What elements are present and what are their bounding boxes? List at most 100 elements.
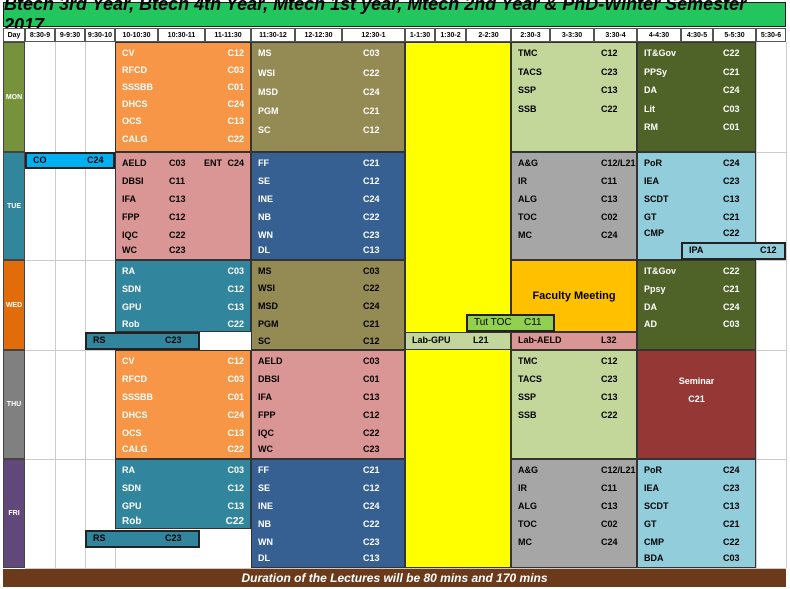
header-slot: 10-10:30 [115, 28, 158, 42]
header-slot: 9:30-10 [85, 28, 115, 42]
course-row: WN C23 [258, 537, 380, 547]
header-slot: 1:30-2 [435, 28, 466, 42]
course-row: IFA C13 [258, 392, 380, 402]
mon-block-b: MS C03 WSI C22 MSD C24 PGM C21 SC C12 [251, 42, 405, 152]
course-row: FPP C12 [258, 410, 380, 420]
course-row: SE C12 [258, 176, 380, 186]
course-row: PoR C24 [644, 158, 740, 168]
course-row: IQC C22 [122, 230, 186, 240]
fri-block-c: A&G C12/L21 IR C11 ALG C13 TOC C02 MC C24 [511, 459, 637, 568]
course-row: TMC C12 [518, 356, 618, 366]
course-row: WN C23 [258, 230, 380, 240]
course-row: SSP C13 [518, 392, 618, 402]
course-row: A&G C12/L21 [518, 465, 636, 475]
header-slot: 11-11:30 [205, 28, 251, 42]
course-row: AD C03 [644, 319, 740, 329]
course-row: IR C11 [518, 176, 618, 186]
course-row: IEA C23 [644, 483, 740, 493]
course-row: PoR C24 [644, 465, 740, 475]
course-row: ALG C13 [518, 194, 618, 204]
course-row: SDN C12 [122, 483, 244, 493]
wed-tut-toc-bar: Tut TOC C11 [466, 314, 555, 332]
course-row: DBSI C01 [258, 374, 380, 384]
course-row: IFA C13 [122, 194, 186, 204]
course-row: WSI C22 [258, 283, 380, 293]
header-slot: 2-2:30 [466, 28, 511, 42]
course-row: TACS C23 [518, 67, 618, 77]
course-row: FF C21 [258, 158, 380, 168]
course-row: ALG C13 [518, 501, 618, 511]
course-row: SE C12 [258, 483, 380, 493]
course-row: DL C13 [258, 245, 380, 255]
course-row: SSB C22 [518, 410, 618, 420]
course-row: WC C23 [258, 444, 380, 454]
lunch-break-block [405, 42, 511, 568]
footer-note: Duration of the Lectures will be 80 mins… [3, 569, 786, 587]
mon-block-a: CV C12 RFCD C03 SSSBB C01 DHCS C24 OCS C13 CA… [115, 42, 251, 152]
header-slot: 1-1:30 [405, 28, 435, 42]
header-slot: 12-12:30 [295, 28, 342, 42]
course-row: DA C24 [644, 302, 740, 312]
course-row: CV C12 [122, 356, 244, 366]
course-row: DL C13 [258, 553, 380, 563]
course-row: RFCD C03 [122, 374, 244, 384]
course-row: GT C21 [644, 519, 740, 529]
course-row: MSD C24 [258, 87, 380, 97]
course-row: PGM C21 [258, 106, 380, 116]
lab-row: Lab-AELD L32 [518, 335, 617, 345]
faculty-meeting-label: Faculty Meeting [532, 290, 616, 302]
day-label-wed: WED [3, 260, 25, 350]
lab-row: Lab-GPU L21 [412, 335, 489, 345]
course-row: IR C11 [518, 483, 618, 493]
course-row: GPU C13 [122, 302, 244, 312]
thu-seminar-block: Seminar C21 [637, 350, 756, 459]
wed-lab-aeld: Lab-AELD L32 [511, 332, 637, 350]
day-label-tue: TUE [3, 152, 25, 260]
course-row: CMP C22 [644, 228, 740, 238]
course-row: SC C12 [258, 336, 380, 346]
header-slot: 3-3:30 [550, 28, 594, 42]
course-row: WSI C22 [258, 68, 380, 78]
course-row: AELD C03 [258, 356, 380, 366]
fri-block-d: PoR C24 IEA C23 SCDT C13 GT C21 CMP C22 BDA C0… [637, 459, 756, 568]
grid-vline [55, 42, 56, 568]
course-row: CV C12 [122, 48, 244, 58]
tue-block-b: FF C21 SE C12 INE C24 NB C22 WN C23 DL C13 [251, 152, 405, 260]
course-row: RFCD C03 [122, 65, 244, 75]
fri-block-b: FF C21 SE C12 INE C24 NB C22 WN C23 DL C13 [251, 459, 405, 568]
seminar-label: Seminar [678, 376, 715, 386]
course-row: DHCS C24 [122, 410, 244, 420]
course-row: OCS C13 [122, 116, 244, 126]
course-row: WC C23 [122, 245, 186, 255]
header-slot: 5:30-6 [756, 28, 786, 42]
course-row: Lit C03 [644, 104, 740, 114]
fri-block-a: RA C03 SDN C12 GPU C13 Rob C22 [115, 459, 251, 529]
mon-block-c: TMC C12 TACS C23 SSP C13 SSB C22 [511, 42, 637, 152]
course-row: A&G C12/L21 [518, 158, 636, 168]
thu-block-c: TMC C12 TACS C23 SSP C13 SSB C22 [511, 350, 637, 459]
course-row: IT&Gov C22 [644, 48, 740, 58]
course-row: IT&Gov C22 [644, 266, 740, 276]
header-slot: 5-5:30 [713, 28, 756, 42]
course-row: SDN C12 [122, 284, 244, 294]
course-row: NB C22 [258, 212, 380, 222]
course-row: SSSBB C01 [122, 82, 244, 92]
course-row: INE C24 [258, 194, 380, 204]
wed-block-b: MS C03 WSI C22 MSD C24 PGM C21 SC C12 [251, 260, 405, 350]
header-slot: 4-4:30 [637, 28, 681, 42]
course-row: SCDT C13 [644, 194, 740, 204]
course-row: DA C24 [644, 85, 740, 95]
course-row: MSD C24 [258, 301, 380, 311]
course-row: Ppsy C21 [644, 284, 740, 294]
course-row: TOC C02 [518, 519, 618, 529]
course-row: GT C21 [644, 212, 740, 222]
course-row: RA C03 [122, 465, 244, 475]
tue-ipa-bar: IPA C12 [681, 242, 786, 260]
course-row: INE C24 [258, 501, 380, 511]
tue-block-c: A&G C12/L21 IR C11 ALG C13 TOC C02 MC C24 [511, 152, 637, 260]
course-row: CALG C22 [122, 444, 244, 454]
header-slot: 2:30-3 [511, 28, 550, 42]
header-slot: 4:30-5 [681, 28, 713, 42]
seminar-room: C21 [688, 394, 705, 404]
day-label-fri: FRI [3, 459, 25, 568]
